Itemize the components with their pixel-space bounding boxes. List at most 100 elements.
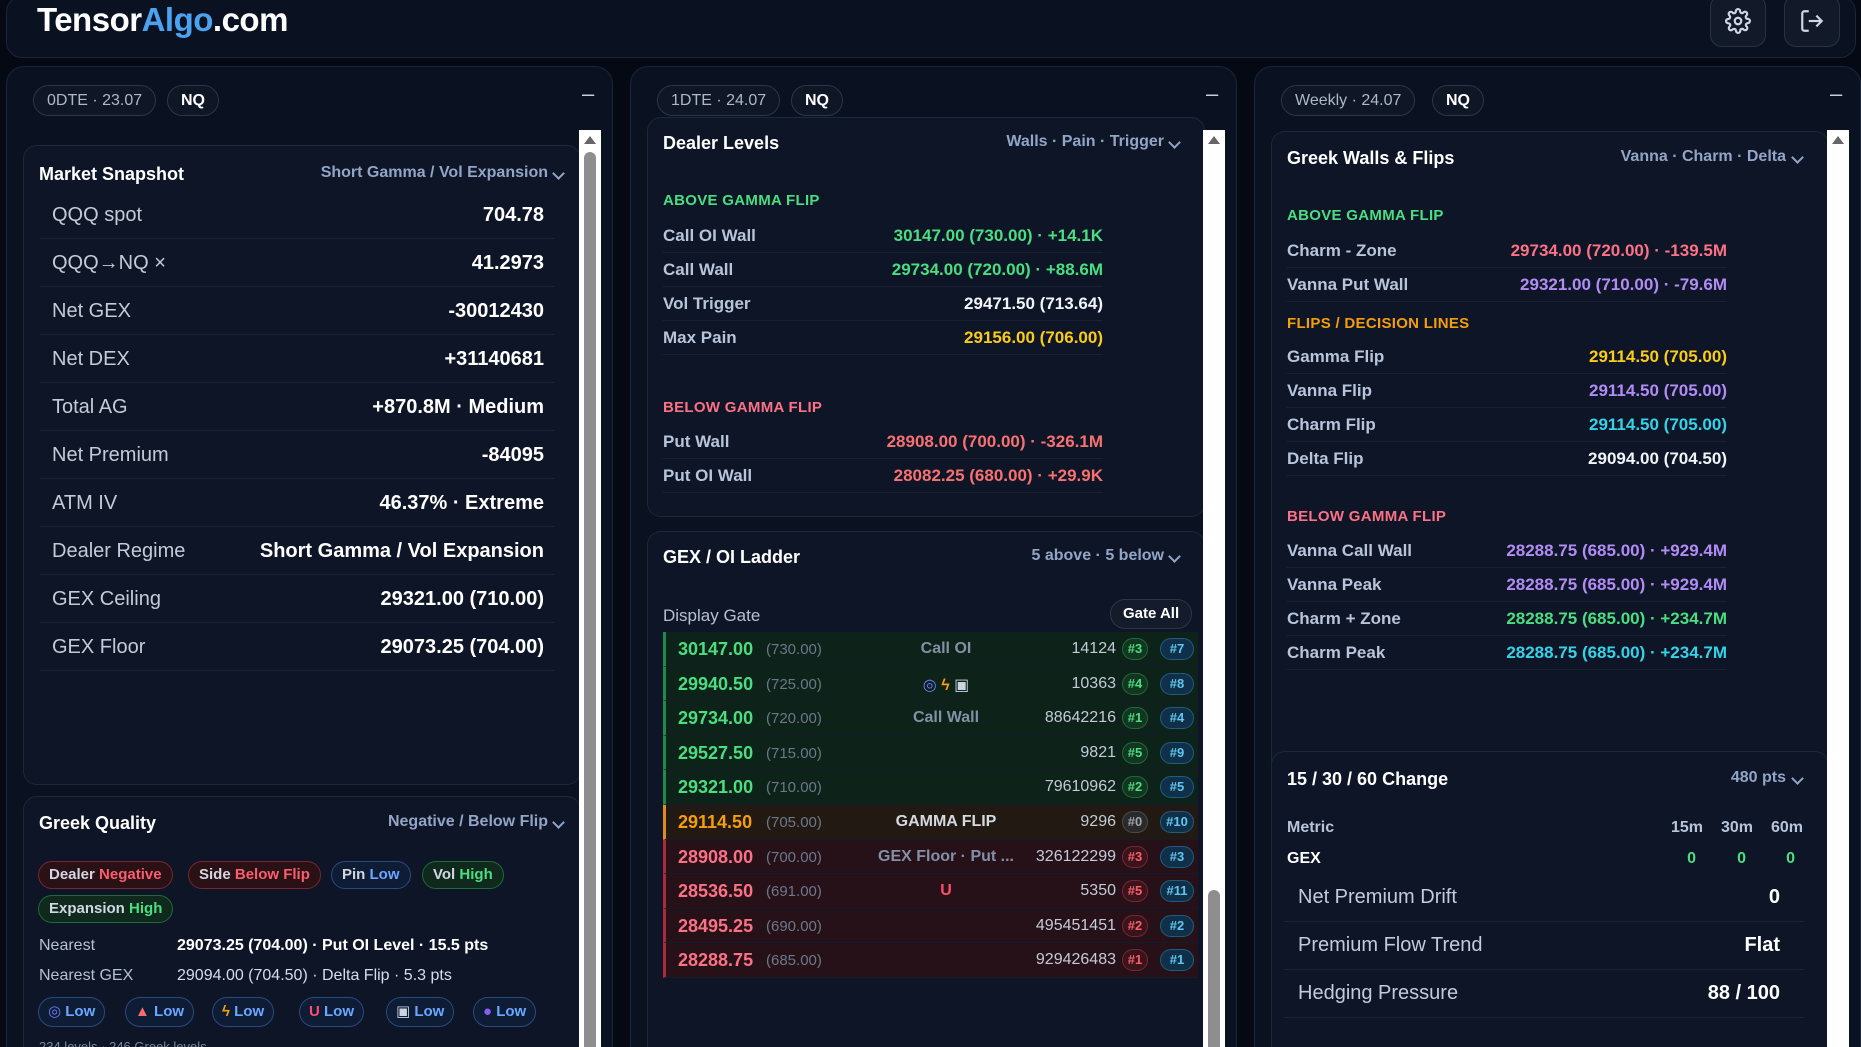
gex-30m: 0	[1737, 850, 1746, 867]
level-row: Call Wall 29734.00 (720.00) · +88.6M	[663, 253, 1103, 287]
ladder-rank-badge: #0	[1122, 811, 1148, 833]
chevron-down-icon[interactable]	[1168, 136, 1181, 149]
level-row: Max Pain 29156.00 (706.00)	[663, 321, 1103, 355]
scroll-up-arrow-icon[interactable]	[1208, 136, 1220, 144]
ladder-row[interactable]: 28536.50 (691.00) U 5350 #5 #11	[663, 874, 1198, 909]
chevron-down-icon[interactable]	[552, 167, 565, 180]
scroll-up-arrow-icon[interactable]	[584, 136, 596, 144]
snapshot-label: Net Premium	[52, 444, 169, 466]
chevron-down-icon[interactable]	[1791, 151, 1804, 164]
logout-button[interactable]	[1784, 0, 1840, 47]
expiry-chip[interactable]: 1DTE · 24.07	[657, 85, 781, 116]
level-label: Vanna Peak	[1287, 575, 1382, 594]
card-subtitle: 480 pts	[1730, 769, 1786, 786]
level-label: Charm + Zone	[1287, 609, 1401, 628]
scroll-thumb[interactable]	[584, 152, 596, 1047]
symbol-chip[interactable]: NQ	[791, 85, 843, 116]
ladder-price: 29734.00	[678, 708, 754, 729]
level-value: 29114.50 (705.00)	[1588, 347, 1727, 366]
ladder-price: 30147.00	[678, 639, 754, 659]
ladder-oi: 14124	[1071, 640, 1117, 657]
ladder-row[interactable]: 29321.00 (710.00) 79610962 #2 #5	[663, 770, 1198, 805]
scroll-thumb[interactable]	[1208, 890, 1220, 1047]
pin-pill-mini: ● Low	[473, 997, 537, 1027]
change-label: Hedging Pressure	[1298, 982, 1459, 1004]
chart-pill: ▣ Low	[386, 997, 455, 1027]
market-snapshot-card: Market Snapshot Short Gamma / Vol Expans…	[23, 145, 581, 785]
gex-60m: 0	[1786, 850, 1795, 867]
ladder-label: Call Wall	[912, 709, 980, 727]
ladder-row[interactable]: 28908.00 (700.00) GEX Floor · Put ... 32612…	[663, 839, 1198, 875]
symbol-chip[interactable]: NQ	[167, 85, 219, 116]
collapse-button[interactable]: –	[1830, 81, 1843, 106]
scroll-thumb[interactable]	[1832, 152, 1844, 1047]
ladder-row[interactable]: 29940.50 (725.00) ◎ ϟ ▣ 10363 #4 #8	[663, 666, 1198, 702]
spiral-icon: ◎	[922, 676, 937, 694]
ladder-rank-badge-2: #5	[1160, 776, 1194, 799]
ladder-row[interactable]: 29527.50 (715.00) 9821 #5 #9	[663, 735, 1198, 771]
level-value: 28908.00 (700.00) · -326.1M	[886, 432, 1103, 451]
snapshot-row: QQQ spot 704.78	[40, 191, 554, 239]
level-value: 29321.00 (710.00) · -79.6M	[1520, 275, 1727, 294]
scrollbar[interactable]	[579, 130, 601, 1047]
ladder-row[interactable]: 29114.50 (705.00) GAMMA FLIP 9296 #0 #10	[663, 805, 1198, 840]
header-30m: 30m	[1720, 819, 1753, 836]
level-label: Vanna Call Wall	[1287, 541, 1413, 560]
ladder-row[interactable]: 28288.75 (685.00) 929426483 #1 #1	[663, 943, 1198, 978]
snapshot-row: GEX Ceiling 29321.00 (710.00)	[40, 575, 554, 623]
nearest-label: Nearest	[39, 937, 96, 954]
level-row: Call OI Wall 30147.00 (730.00) · +14.1K	[663, 219, 1103, 253]
level-row: Charm Flip 29114.50 (705.00)	[1287, 408, 1727, 442]
chevron-down-icon[interactable]	[1168, 550, 1181, 563]
ladder-row[interactable]: 30147.00 (730.00) Call OI 14124 #3 #7	[663, 632, 1198, 667]
section-below-gamma-flip: BELOW GAMMA FLIP	[1287, 508, 1447, 525]
ladder-rank-badge-2: #8	[1160, 672, 1194, 695]
card-subtitle: Short Gamma / Vol Expansion	[320, 164, 548, 181]
pin-pill: Pin Low	[331, 861, 411, 889]
app-logo[interactable]: TensorAlgo.com	[37, 1, 288, 38]
ladder-price: 28908.00	[678, 846, 754, 867]
snapshot-label: Net DEX	[52, 348, 130, 370]
snapshot-label: GEX Floor	[52, 636, 146, 658]
nearest-gex-label: Nearest GEX	[39, 967, 134, 984]
card-subtitle: 5 above · 5 below	[1031, 547, 1164, 564]
ladder-oi: 88642216	[1044, 709, 1116, 727]
ladder-price: 29114.50	[678, 812, 753, 832]
ladder-price: 28536.50	[678, 881, 754, 902]
ladder-rank-badge-2: #3	[1160, 845, 1194, 868]
bolt-icon: ϟ	[222, 1003, 230, 1020]
level-value: 29114.50 (705.00)	[1588, 415, 1727, 434]
settings-button[interactable]	[1710, 0, 1766, 47]
expiry-chip[interactable]: 0DTE · 23.07	[33, 85, 157, 116]
ladder-rank-badge: #5	[1122, 880, 1148, 903]
level-label: Vanna Put Wall	[1287, 275, 1409, 294]
expiry-chip[interactable]: Weekly · 24.07	[1281, 85, 1416, 116]
snapshot-label: QQQ spot	[52, 204, 143, 226]
level-row: Vanna Call Wall 28288.75 (685.00) · +929.…	[1287, 534, 1727, 568]
scroll-up-arrow-icon[interactable]	[1832, 136, 1844, 144]
column-1dte: 1DTE · 24.07 NQ – Dealer Levels Walls · …	[630, 66, 1237, 1047]
card-subtitle: Vanna · Charm · Delta	[1620, 148, 1786, 165]
ladder-price: 28495.25	[678, 915, 754, 936]
ladder-row[interactable]: 29734.00 (720.00) Call Wall 88642216 #1 #4	[663, 701, 1198, 736]
symbol-chip[interactable]: NQ	[1432, 85, 1484, 116]
snapshot-label: Net GEX	[52, 300, 131, 322]
greek-walls-card: Greek Walls & Flips Vanna · Charm · Delt…	[1271, 131, 1829, 803]
ladder-row[interactable]: 28495.25 (690.00) 495451451 #2 #2	[663, 908, 1198, 944]
ladder-rank-badge-2: #10	[1160, 811, 1194, 833]
chevron-down-icon[interactable]	[552, 816, 565, 829]
ladder-strike: (720.00)	[766, 710, 822, 728]
gear-icon	[1725, 8, 1751, 34]
display-gate-label: Display Gate	[663, 606, 761, 625]
card-title: GEX / OI Ladder	[663, 547, 801, 567]
ladder-rank-badge: #2	[1122, 776, 1148, 799]
gate-all-button[interactable]: Gate All	[1110, 599, 1193, 629]
collapse-button[interactable]: –	[582, 81, 595, 106]
scrollbar[interactable]	[1203, 130, 1225, 1047]
expansion-pill: Expansion High	[38, 895, 174, 923]
chevron-down-icon[interactable]	[1791, 772, 1804, 785]
scrollbar[interactable]	[1827, 130, 1849, 1047]
collapse-button[interactable]: –	[1206, 81, 1219, 106]
ladder-strike: (730.00)	[766, 641, 822, 658]
header-60m: 60m	[1770, 819, 1803, 836]
